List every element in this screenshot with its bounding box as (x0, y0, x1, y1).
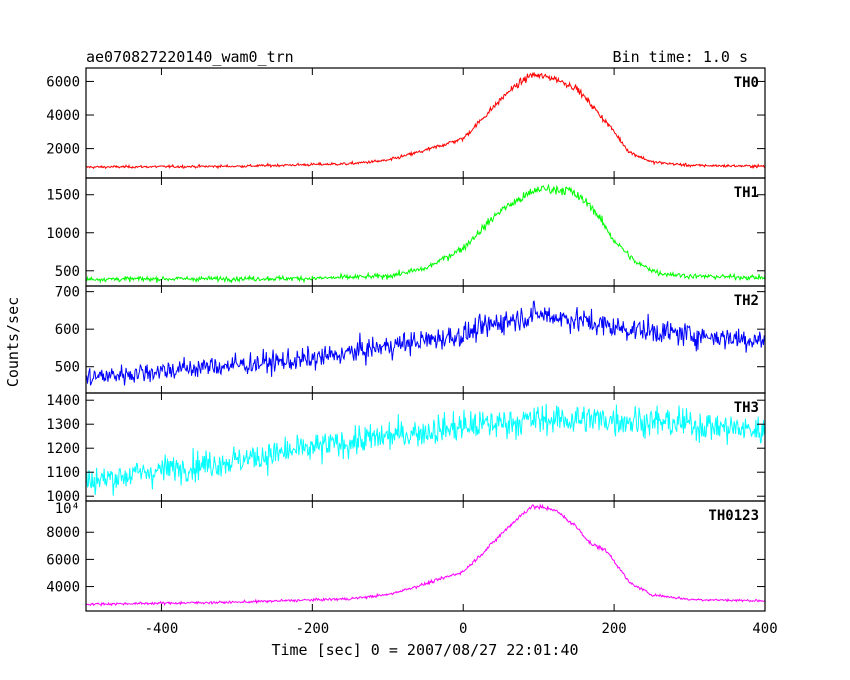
y-tick-label-th3: 1200 (46, 441, 80, 457)
y-tick-label-th3: 1300 (46, 417, 80, 433)
series-label-th0: TH0 (734, 75, 759, 91)
y-tick-label-th0123: 4000 (46, 580, 80, 596)
series-label-th2: TH2 (734, 293, 759, 309)
series-line-th1 (85, 183, 766, 284)
y-tick-label-th2: 700 (55, 285, 80, 301)
y-scale-label-th0123: 10⁴ (55, 501, 80, 517)
x-tick-label: -400 (145, 621, 179, 637)
chart-title: ae070827220140_wam0_trn (86, 48, 294, 66)
y-tick-label-th2: 500 (55, 360, 80, 376)
series-label-th1: TH1 (734, 185, 759, 201)
y-tick-label-th0: 4000 (46, 108, 80, 124)
y-tick-label-th0: 6000 (46, 74, 80, 90)
y-tick-label-th0123: 6000 (46, 552, 80, 568)
y-tick-label-th1: 500 (55, 264, 80, 280)
y-tick-label-th1: 1000 (46, 226, 80, 242)
series-line-th2 (85, 300, 766, 386)
panel-frame-th0123 (85, 500, 766, 612)
series-line-th0123 (85, 503, 766, 607)
y-tick-label-th0123: 8000 (46, 525, 80, 541)
x-axis-label: Time [sec] 0 = 2007/08/27 22:01:40 (271, 641, 578, 659)
panel-frame-th1 (85, 177, 766, 287)
x-tick-label: 400 (752, 621, 777, 637)
x-tick-label: 0 (459, 621, 467, 637)
series-line-th0 (85, 72, 766, 170)
y-tick-label-th3: 1100 (46, 465, 80, 481)
y-tick-label-th1: 1500 (46, 188, 80, 204)
y-tick-label-th3: 1000 (46, 489, 80, 505)
series-label-th0123: TH0123 (708, 508, 759, 524)
x-tick-label: 200 (601, 621, 626, 637)
x-tick-label: -200 (295, 621, 329, 637)
panel-frame-th3 (85, 392, 766, 502)
series-label-th3: TH3 (734, 400, 759, 416)
y-tick-label-th2: 600 (55, 322, 80, 338)
bin-time-label: Bin time: 1.0 s (613, 48, 748, 66)
series-line-th3 (85, 403, 766, 496)
y-tick-label-th0: 2000 (46, 142, 80, 158)
y-tick-label-th3: 1400 (46, 393, 80, 409)
y-axis-label: Counts/sec (4, 297, 22, 387)
panel-frame-th0 (85, 67, 766, 179)
